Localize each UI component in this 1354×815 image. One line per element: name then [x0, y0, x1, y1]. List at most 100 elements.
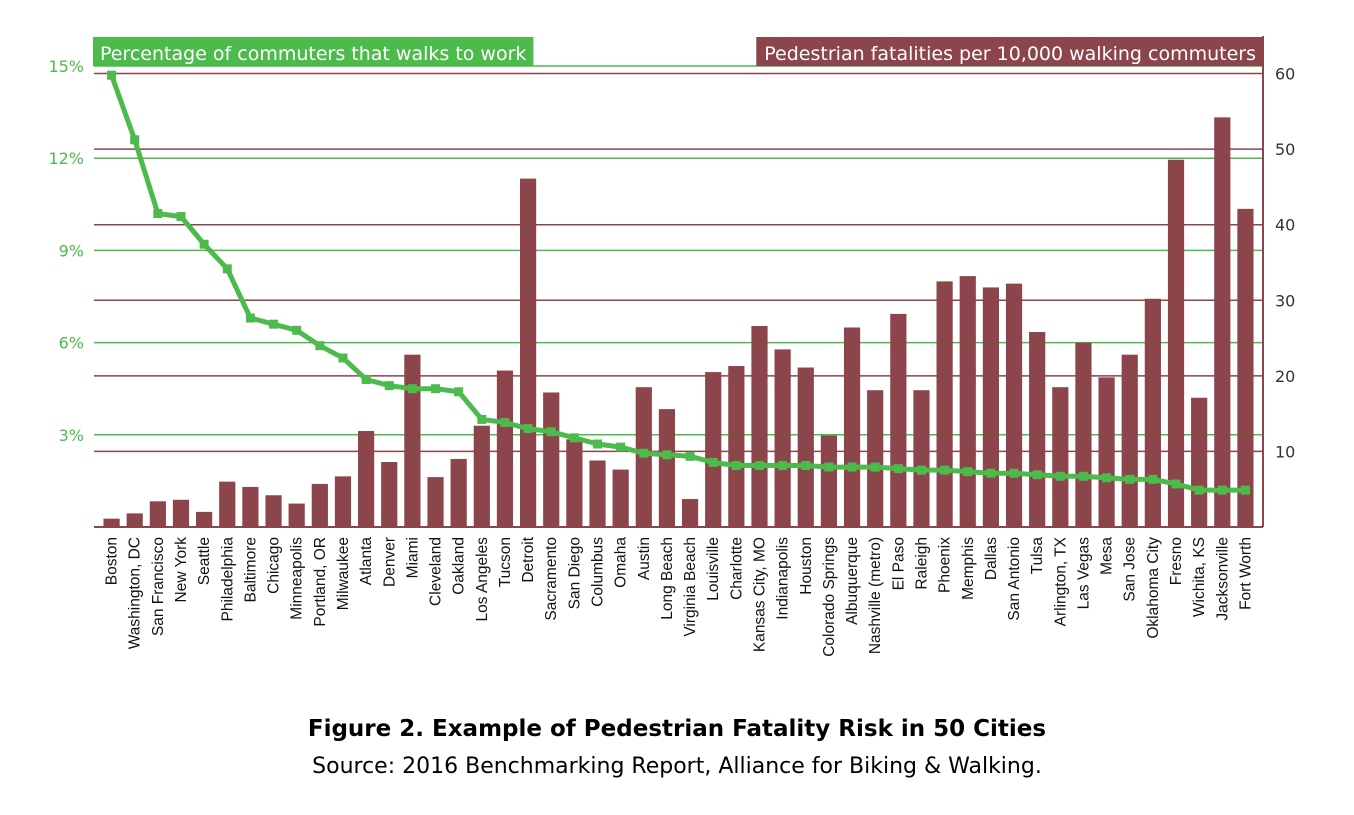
bar-46: [1167, 159, 1185, 527]
walk-share-marker-10: [338, 353, 348, 363]
walk-share-marker-40: [1032, 470, 1042, 480]
walk-share-marker-26: [708, 457, 718, 467]
walk-share-marker-45: [1148, 474, 1158, 484]
category-label: Mesa: [1099, 537, 1116, 575]
bar-36: [936, 281, 953, 527]
category-label: Washington, DC: [127, 537, 144, 649]
bar-37: [959, 276, 976, 527]
category-label: Denver: [381, 537, 398, 587]
bar-series: [103, 117, 1254, 528]
bar-28: [751, 325, 768, 527]
left-tick-label: 3%: [59, 426, 84, 445]
walk-share-marker-47: [1194, 485, 1204, 495]
bar-44: [1121, 354, 1138, 527]
bar-32: [843, 327, 861, 527]
walk-share-marker-4: [199, 239, 209, 249]
bar-33: [867, 390, 884, 527]
category-label: Kansas City, MO: [751, 537, 768, 652]
walk-share-marker-9: [315, 341, 325, 351]
walk-share-marker-25: [685, 451, 695, 461]
category-label: Chicago: [266, 537, 283, 594]
category-label: Albuquerque: [844, 537, 861, 625]
walk-share-marker-13: [407, 384, 417, 394]
category-label: Miami: [404, 537, 421, 578]
walk-share-marker-42: [1078, 471, 1088, 481]
axes: 3% 6% 9% 12% 15% 10 20 30 40 50 60: [48, 36, 1295, 528]
bar-15: [450, 458, 467, 527]
bar-25: [681, 499, 699, 527]
bar-12: [381, 462, 398, 527]
bar-0: [103, 518, 120, 527]
bar-42: [1075, 342, 1092, 527]
bar-47: [1191, 397, 1208, 527]
category-label: Dallas: [983, 537, 1000, 580]
category-label: Colorado Springs: [821, 537, 838, 657]
category-label: Nashville (metro): [867, 537, 884, 654]
walk-share-marker-35: [916, 465, 926, 475]
walk-share-marker-49: [1240, 485, 1250, 495]
walk-share-marker-20: [569, 433, 579, 443]
category-label: Seattle: [196, 537, 213, 585]
legend: Percentage of commuters that walks to wo…: [93, 37, 1264, 66]
walk-share-marker-23: [639, 448, 649, 458]
category-label: Sacramento: [543, 537, 560, 621]
bar-19: [543, 392, 560, 527]
category-label: Milwaukee: [335, 537, 352, 610]
category-label: Memphis: [960, 537, 977, 600]
category-label: Wichita, KS: [1191, 537, 1208, 617]
walk-share-marker-19: [546, 427, 556, 437]
bar-1: [126, 513, 143, 527]
walk-share-marker-15: [454, 387, 464, 397]
walk-share-marker-7: [269, 319, 279, 329]
category-label: Houston: [798, 537, 815, 595]
bar-41: [1052, 387, 1069, 527]
walk-share-marker-37: [963, 467, 973, 477]
left-tick-label: 12%: [48, 149, 84, 168]
bar-8: [288, 503, 305, 527]
walk-share-marker-2: [153, 209, 163, 219]
category-label: Indianapolis: [775, 537, 792, 620]
walk-share-marker-12: [384, 381, 394, 391]
bar-3: [172, 499, 190, 527]
category-label: Columbus: [590, 537, 607, 607]
walk-share-marker-31: [824, 462, 834, 472]
bar-4: [196, 511, 213, 527]
walk-share-marker-43: [1102, 473, 1112, 483]
category-label: San Antonio: [1006, 537, 1023, 621]
category-label: Long Beach: [659, 537, 676, 620]
walk-share-marker-24: [662, 450, 672, 460]
category-label: Las Vegas: [1075, 537, 1092, 610]
category-label: Detroit: [520, 536, 537, 582]
category-label: Virginia Beach: [682, 537, 699, 637]
right-tick-label: 40: [1275, 216, 1295, 235]
walk-share-marker-5: [222, 264, 232, 274]
figure-caption-source: Source: 2016 Benchmarking Report, Allian…: [312, 754, 1042, 779]
category-label: Oakland: [451, 537, 468, 595]
category-label: Tulsa: [1029, 537, 1046, 575]
category-label: Cleveland: [428, 537, 445, 606]
category-label: New York: [173, 537, 190, 603]
legend-fatalities-box: [756, 37, 1264, 66]
category-label: Raleigh: [913, 537, 930, 590]
category-label: Charlotte: [728, 537, 745, 600]
category-label: Philadelphia: [219, 537, 236, 622]
bar-27: [728, 366, 745, 527]
bar-29: [774, 349, 791, 527]
bar-48: [1214, 117, 1231, 527]
bar-10: [334, 476, 352, 527]
legend-fatalities-label: Pedestrian fatalities per 10,000 walking…: [764, 43, 1256, 65]
category-label: Boston: [104, 537, 121, 585]
walk-share-marker-34: [893, 464, 903, 474]
walk-share-marker-28: [754, 461, 764, 471]
walk-share-marker-38: [986, 468, 996, 478]
bar-11: [358, 431, 375, 527]
category-label: San Diego: [566, 537, 583, 609]
walk-share-marker-48: [1217, 485, 1227, 495]
bar-20: [566, 439, 583, 527]
walk-share-marker-32: [847, 462, 857, 472]
walk-share-marker-18: [523, 424, 533, 434]
walk-share-marker-44: [1125, 474, 1135, 484]
bar-6: [242, 486, 259, 527]
figure-caption-title: Figure 2. Example of Pedestrian Fatality…: [307, 716, 1047, 742]
bar-45: [1144, 298, 1161, 527]
